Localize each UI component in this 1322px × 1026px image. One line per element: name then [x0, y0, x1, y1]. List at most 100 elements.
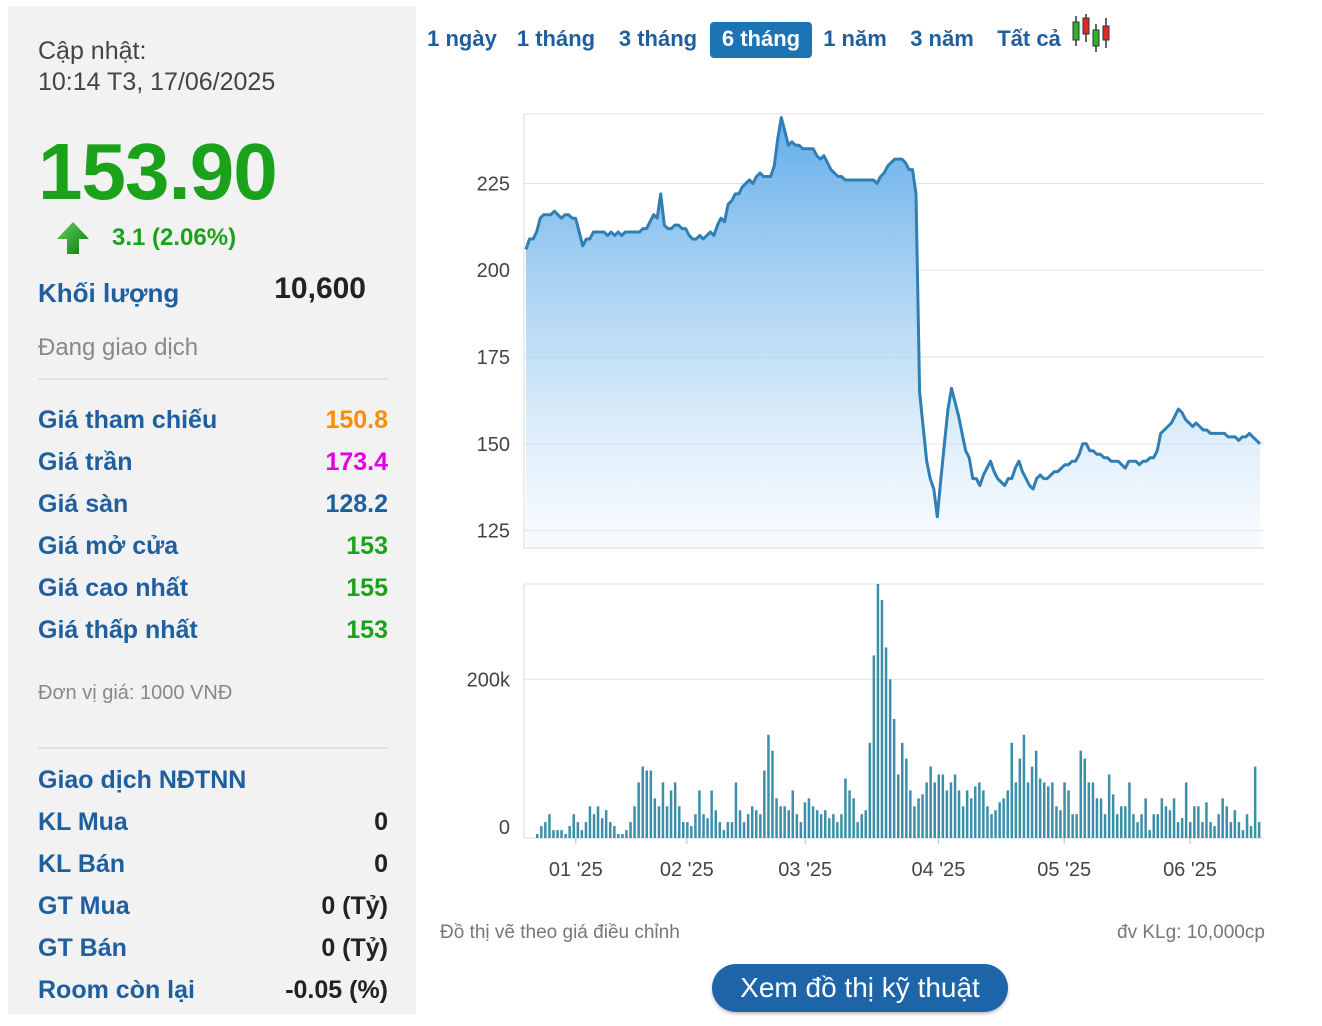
volume-bar: [1164, 806, 1168, 839]
volume-bar: [819, 814, 823, 838]
price-line: [524, 116, 1262, 519]
price-row-reference: Giá tham chiếu 150.8: [38, 406, 388, 440]
volume-bar: [726, 822, 730, 838]
volume-bar: [1026, 782, 1030, 838]
tab-6-months[interactable]: 6 tháng: [710, 22, 812, 58]
tab-1-day[interactable]: 1 ngày: [427, 26, 497, 51]
tab-3-years[interactable]: 3 năm: [910, 26, 974, 51]
volume-bar: [1217, 814, 1220, 838]
volume-bar: [718, 822, 721, 838]
volume-bar: [1002, 798, 1005, 838]
volume-bar: [722, 830, 726, 838]
volume-bar: [1168, 810, 1172, 838]
x-tick-label: 06 '25: [1163, 859, 1217, 881]
volume-bar: [580, 830, 584, 838]
row-value: 173.4: [325, 448, 388, 476]
foreign-title-label: Giao dịch NĐTNN: [38, 766, 247, 794]
tab-3-months[interactable]: 3 tháng: [618, 26, 698, 51]
price-row-high: Giá cao nhất 155: [38, 574, 388, 608]
volume-bar: [1030, 766, 1034, 838]
volume-bar: [641, 766, 644, 838]
price-change: 3.1 (2.06%): [112, 224, 237, 251]
volume-bar: [1111, 794, 1115, 838]
volume-bar: [909, 790, 912, 838]
volume-bar: [1156, 814, 1159, 838]
foreign-row-buy-value: GT Mua 0 (Tỷ): [38, 892, 388, 926]
volume-bar: [884, 647, 888, 838]
row-value: 153: [346, 532, 388, 560]
volume-bar: [925, 782, 928, 838]
volume-bar: [576, 822, 580, 838]
volume-bar: [1249, 826, 1253, 838]
row-value: 150.8: [325, 406, 388, 434]
volume-bar: [1018, 758, 1022, 838]
volume-bar: [759, 814, 762, 838]
volume-bar: [661, 782, 665, 838]
volume-bar: [1095, 798, 1099, 838]
row-label: GT Mua: [38, 892, 130, 920]
foreign-row-sell-volume: KL Bán 0: [38, 850, 388, 884]
volume-bar: [1103, 814, 1107, 838]
price-y-tick-label: 175: [477, 347, 510, 369]
adjusted-price-note: Đồ thị vẽ theo giá điều chỉnh: [440, 922, 680, 943]
volume-bar: [763, 770, 766, 838]
row-value: 0 (Tỷ): [321, 892, 388, 920]
volume-bar: [957, 790, 961, 838]
volume-bar: [856, 822, 859, 838]
volume-label: Khối lượng: [38, 278, 180, 308]
volume-bar: [706, 818, 709, 838]
volume-bar: [1144, 798, 1147, 838]
technical-chart-button[interactable]: Xem đồ thị kỹ thuật: [712, 964, 1008, 1012]
volume-bar: [556, 830, 559, 838]
volume-bar: [1038, 778, 1042, 838]
candlestick-icon[interactable]: [1068, 14, 1114, 54]
volume-bar: [673, 782, 677, 838]
volume-bar: [876, 584, 880, 838]
volume-bar: [1034, 750, 1038, 838]
volume-y-tick-label: 200k: [467, 669, 511, 691]
volume-bar: [933, 782, 936, 838]
volume-bar: [974, 786, 977, 838]
row-value: 0 (Tỷ): [321, 934, 388, 962]
tab-1-year[interactable]: 1 năm: [823, 26, 887, 51]
row-label: Giá trần: [38, 448, 133, 476]
price-y-tick-label: 225: [477, 173, 510, 195]
volume-bar: [852, 798, 855, 838]
volume-bar: [649, 770, 653, 838]
volume-bar: [1067, 790, 1070, 838]
quote-panel: Cập nhật: 10:14 T3, 17/06/2025 153.90 3.…: [8, 6, 416, 1014]
volume-bar: [714, 810, 717, 838]
row-value: 128.2: [325, 490, 388, 518]
price-row-open: Giá mở cửa 153: [38, 532, 388, 566]
volume-bar: [600, 818, 604, 838]
row-label: KL Mua: [38, 808, 128, 836]
volume-bar: [970, 798, 973, 838]
volume-bar: [613, 826, 616, 838]
volume-bar: [860, 814, 863, 838]
volume-bar: [1189, 822, 1192, 838]
price-row-ceiling: Giá trần 173.4: [38, 448, 388, 482]
volume-bar: [949, 782, 953, 838]
volume-bar: [1059, 810, 1062, 838]
volume-bar: [888, 679, 892, 839]
tab-all[interactable]: Tất cả: [997, 26, 1061, 51]
volume-unit-note: đv KLg: 10,000cp: [1117, 922, 1265, 943]
volume-bar: [1132, 814, 1135, 838]
volume-bar: [787, 810, 790, 838]
volume-bar: [953, 774, 957, 838]
volume-bar: [872, 655, 876, 838]
volume-bar: [1233, 810, 1237, 838]
volume-bar: [880, 599, 884, 838]
volume-bar: [568, 826, 571, 838]
volume-bar: [1225, 806, 1228, 839]
row-label: Giá mở cửa: [38, 532, 179, 560]
volume-bar: [572, 814, 575, 838]
volume-bar: [791, 790, 794, 838]
volume-bar: [905, 758, 908, 838]
volume-bar: [702, 814, 705, 838]
volume-bar: [811, 806, 815, 839]
volume-bar: [1160, 798, 1164, 838]
divider: [38, 378, 388, 380]
volume-bar: [686, 822, 689, 838]
tab-1-month[interactable]: 1 tháng: [516, 26, 596, 51]
